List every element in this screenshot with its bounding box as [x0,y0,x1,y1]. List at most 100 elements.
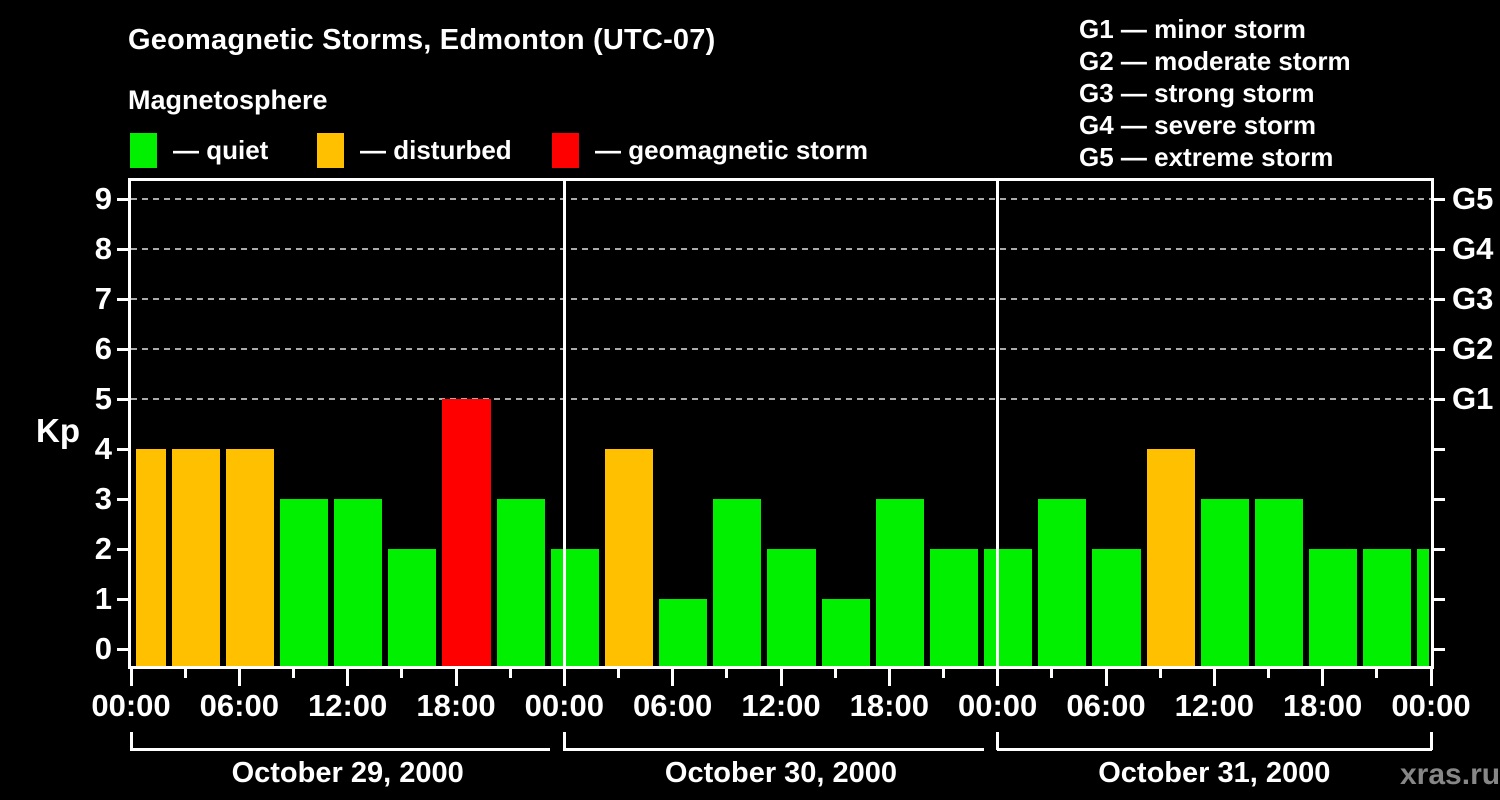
g-level-label: G2 [1452,331,1494,366]
x-axis-minor-tick [1375,669,1379,678]
legend-item-label: — geomagnetic storm [595,135,869,165]
x-axis-tick [454,669,458,686]
legend-item-label: — disturbed [360,135,512,165]
y-axis-label: 8 [94,231,112,266]
x-axis-minor-tick [1050,669,1054,678]
y-axis-tick [117,597,131,601]
kp-bar [1038,499,1087,666]
x-axis-label: 12:00 [308,688,388,723]
date-bracket-tick [562,732,566,750]
x-axis-minor-tick [725,669,729,678]
x-axis-label: 00:00 [1391,688,1471,723]
legend-swatch-quiet [130,133,157,168]
kp-bar [1092,549,1141,666]
y-axis-tick-right [1431,547,1445,551]
date-bracket-line [996,748,1432,751]
kp-bar [496,499,545,666]
kp-bar [1363,549,1412,666]
y-axis-label: 2 [94,531,112,566]
g-scale-legend: G1 — minor storm G2 — moderate storm G3 — … [1079,13,1351,173]
x-axis-tick [1321,669,1325,686]
gridline-kp6 [131,348,1431,350]
x-axis-label: 06:00 [199,688,279,723]
kp-bar [135,449,166,666]
kp-bar [875,499,924,666]
x-axis-minor-tick [617,669,620,678]
y-axis-tick [117,297,131,301]
y-axis-tick-right [1431,447,1445,451]
y-axis-label: 9 [94,181,112,216]
y-axis-tick-right [1431,197,1445,201]
y-axis-label: 4 [94,431,112,466]
x-axis-label: 00:00 [958,688,1038,723]
kp-bar [1254,499,1304,666]
y-axis-tick [117,397,131,401]
g-scale-legend-line: G2 — moderate storm [1079,46,1351,76]
x-axis-tick [1429,669,1433,686]
y-axis-label: 1 [94,581,112,616]
kp-bar [659,599,708,666]
kp-bar [442,399,491,666]
x-axis-minor-tick [292,669,295,678]
x-axis-tick [562,669,566,686]
kp-bar [388,549,437,666]
x-axis-tick [237,669,241,686]
date-bracket-line [563,748,984,751]
x-axis-label: 18:00 [1283,688,1363,723]
x-axis-minor-tick [183,669,187,678]
x-axis-tick [1104,669,1108,686]
gridline-kp7 [131,298,1431,300]
g-level-label: G5 [1452,181,1494,216]
date-bracket-line [130,748,551,751]
kp-bar [550,549,599,666]
y-axis-title: Kp [36,412,80,449]
legend-swatch-storm [552,133,579,168]
kp-bar [767,549,816,666]
kp-bar [334,499,383,666]
g-scale-legend-line: G5 — extreme storm [1079,142,1334,172]
g-scale-legend-line: G1 — minor storm [1079,14,1306,44]
g-level-label: G1 [1452,381,1494,416]
y-axis-label: 3 [94,481,112,516]
y-axis-tick-right [1431,247,1445,251]
x-axis-minor-tick [1158,669,1162,678]
g-level-label: G4 [1452,231,1494,266]
y-axis-tick [117,497,131,501]
date-bracket-tick [996,732,1000,750]
page-title: Geomagnetic Storms, Edmonton (UTC-07) [128,24,716,56]
y-axis-tick-right [1431,497,1445,501]
g-scale-legend-line: G4 — severe storm [1079,110,1317,140]
y-axis-tick-right [1431,397,1445,401]
legend-item-disturbed: — disturbed [317,133,512,168]
kp-bar [984,549,1033,666]
y-axis-tick-right [1431,647,1445,651]
date-label: October 29, 2000 [231,757,464,789]
kp-bar [279,499,329,666]
x-axis-label: 18:00 [849,688,929,723]
kp-bar [929,549,979,666]
watermark: xras.ru [1400,758,1500,791]
x-axis-label: 06:00 [1066,688,1146,723]
y-axis-label: 5 [94,381,112,416]
day-separator-line [562,181,566,666]
x-axis-tick [1212,669,1216,686]
x-axis-tick [996,669,1000,686]
x-axis-minor-tick [1267,669,1270,678]
date-bracket-tick [129,732,133,750]
x-axis-minor-tick [942,669,945,678]
y-axis-label: 7 [94,281,112,316]
x-axis-tick [779,669,783,686]
g-level-label: G3 [1452,281,1494,316]
y-axis-tick [117,647,131,651]
x-axis-tick [129,669,133,686]
gridline-kp5 [131,398,1431,400]
y-axis-label: 0 [94,631,112,666]
g-scale-legend-line: G3 — strong storm [1079,78,1315,108]
date-bracket-tick [1429,732,1433,750]
kp-bar [604,449,654,666]
kp-bar [1146,449,1195,666]
y-axis-tick [117,247,131,251]
date-label: October 31, 2000 [1098,757,1331,789]
y-axis-tick [117,547,131,551]
